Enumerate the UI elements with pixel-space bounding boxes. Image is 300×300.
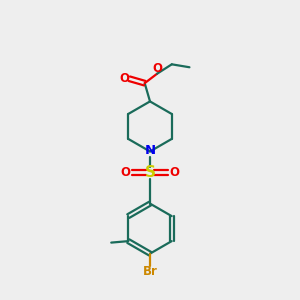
Text: O: O	[119, 72, 129, 85]
Text: Br: Br	[142, 265, 158, 278]
Text: O: O	[169, 166, 179, 179]
Text: S: S	[145, 165, 155, 180]
Text: O: O	[153, 62, 163, 75]
Text: O: O	[121, 166, 131, 179]
Text: N: N	[144, 144, 156, 158]
